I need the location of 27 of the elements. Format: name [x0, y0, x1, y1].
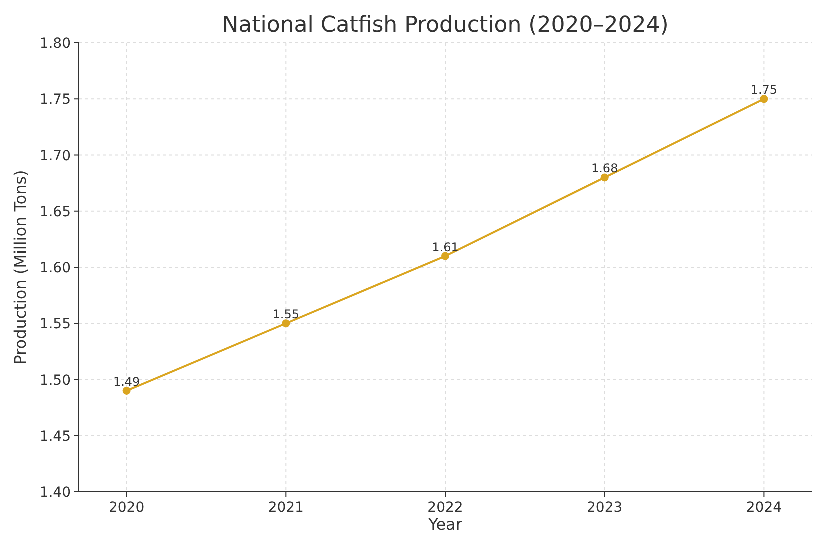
y-tick-label: 1.75 [40, 92, 71, 108]
point [760, 95, 768, 104]
data-label: 1.68 [591, 162, 618, 176]
y-tick-label: 1.45 [40, 428, 71, 445]
point [600, 174, 609, 182]
x-tick-label: 2024 [746, 500, 782, 516]
point [442, 252, 450, 260]
data-label: 1.61 [432, 240, 459, 254]
data-label: 1.55 [272, 308, 300, 322]
point [122, 386, 131, 395]
y-tick-label: 1.40 [40, 485, 71, 501]
chart-title: National Catfish Production (2020–2024) [222, 13, 669, 38]
y-tick-label: 1.55 [40, 316, 71, 333]
point [282, 320, 290, 328]
y-tick-label: 1.80 [40, 36, 71, 52]
y-tick-label: 1.50 [40, 372, 71, 389]
x-tick-label: 2020 [108, 500, 145, 516]
x-tick-label: 2023 [587, 500, 623, 516]
x-axis-title: Year [428, 515, 463, 534]
data-label: 1.75 [750, 83, 778, 98]
x-tick-label: 2021 [268, 500, 304, 516]
y-tick-label: 1.60 [40, 260, 71, 276]
data-label: 1.49 [113, 374, 140, 389]
y-tick-label: 1.65 [40, 204, 71, 220]
y-tick-label: 1.70 [40, 148, 71, 164]
y-axis-title: Production (Million Tons) [11, 170, 30, 365]
x-tick-label: 2022 [428, 500, 464, 516]
